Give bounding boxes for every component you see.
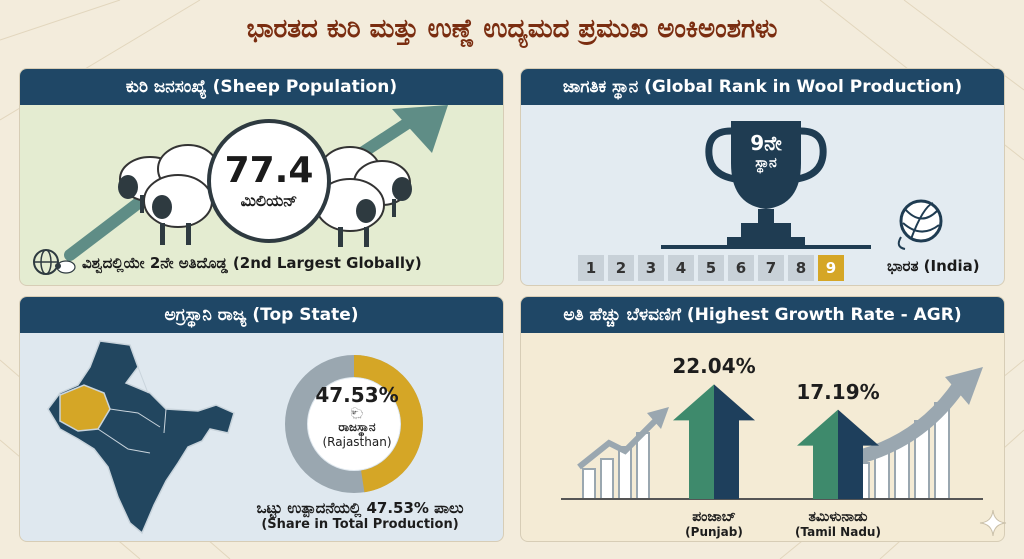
growth-chart xyxy=(561,367,983,500)
rank-box-4: 4 xyxy=(668,255,694,281)
sheep-flock-icon xyxy=(118,144,412,247)
podium-base xyxy=(661,245,871,249)
sheep-icon: 🐑 xyxy=(350,407,364,420)
sheep-population-panel: ಕುರಿ ಜನಸಂಖ್ಯೆ (Sheep Population) 77. xyxy=(19,68,504,286)
growth-bar-0 xyxy=(673,384,755,499)
rank-box-9: 9 xyxy=(818,255,844,281)
trophy-rank-word: ಸ್ಥಾನ xyxy=(755,155,777,171)
growth-bar-1 xyxy=(797,409,879,499)
growth-state-en-0: (Punjab) xyxy=(685,525,743,539)
donut-center: 47.53% 🐑 ರಾಜಸ್ಥಾನ (Rajasthan) xyxy=(309,383,405,449)
growth-state-en-1: (Tamil Nadu) xyxy=(795,525,881,539)
sheep-count-unit: ಮಿಲಿಯನ್ xyxy=(240,191,298,210)
india-map-icon xyxy=(47,340,235,535)
growth-rate-panel: ಅತಿ ಹೆಚ್ಚು ಬೆಳವಣಿಗೆ (Highest Growth Rate… xyxy=(520,296,1005,542)
growth-rate-header: ಅತಿ ಹೆಚ್ಚು ಬೆಳವಣಿಗೆ (Highest Growth Rate… xyxy=(521,297,1004,333)
growth-pct-label-0: 22.04% xyxy=(672,354,756,379)
share-donut-chart xyxy=(285,355,423,493)
share-caption-kn: ಒಟ್ಟು ಉತ್ಪಾದನೆಯಲ್ಲಿ 47.53% ಪಾಲು xyxy=(256,499,464,517)
rank-box-1: 1 xyxy=(578,255,604,281)
growth-state-label-0: ಪಂಜಾಬ್ (Punjab) xyxy=(654,509,774,539)
trophy-label: 9ನೇ ಸ್ಥಾನ xyxy=(734,131,798,171)
growth-arrow-icon xyxy=(849,379,967,466)
sheep-count-value: 77.4 xyxy=(224,150,314,191)
growth-state-label-1: ತಮಿಳುನಾಡು (Tamil Nadu) xyxy=(778,509,898,539)
top-state-panel: ಅಗ್ರಸ್ಥಾನಿ ರಾಜ್ಯ (Top State) 47.53% 🐑 ರಾ… xyxy=(19,296,504,542)
donut-state-en: (Rajasthan) xyxy=(322,435,392,449)
growth-state-kn-1: ತಮಿಳುನಾಡು xyxy=(808,509,868,525)
sheep-population-header: ಕುರಿ ಜನಸಂಖ್ಯೆ (Sheep Population) xyxy=(20,69,503,105)
trophy-rank: 9ನೇ xyxy=(750,131,782,155)
growth-state-kn-0: ಪಂಜಾಬ್ xyxy=(692,509,736,525)
donut-highlight-segment xyxy=(285,355,423,493)
rank-box-8: 8 xyxy=(788,255,814,281)
sparkle-icon xyxy=(979,509,1007,537)
rank-box-2: 2 xyxy=(608,255,634,281)
yarn-ball-icon xyxy=(897,199,943,250)
country-label: ಭಾರತ (India) xyxy=(887,257,980,275)
rank-box-6: 6 xyxy=(728,255,754,281)
globe-icon xyxy=(33,249,76,275)
growth-pct-label-1: 17.19% xyxy=(796,379,880,404)
share-caption-en: (Share in Total Production) xyxy=(261,517,459,532)
donut-percent: 47.53% xyxy=(315,383,399,407)
page-title: ಭಾರತದ ಕುರಿ ಮತ್ತು ಉಣ್ಣೆ ಉದ್ಯಮದ ಪ್ರಮುಖ ಅಂಕ… xyxy=(246,14,778,44)
global-rank-panel: ಜಾಗತಿಕ ಸ್ಥಾನ (Global Rank in Wool Produc… xyxy=(520,68,1005,286)
global-rank-header: ಜಾಗತಿಕ ಸ್ಥಾನ (Global Rank in Wool Produc… xyxy=(521,69,1004,105)
sheep-count-badge: 77.4 ಮಿಲಿಯನ್ xyxy=(207,119,331,243)
rank-box-3: 3 xyxy=(638,255,664,281)
share-caption: ಒಟ್ಟು ಉತ್ಪಾದನೆಯಲ್ಲಿ 47.53% ಪಾಲು (Share i… xyxy=(225,499,495,532)
donut-state-kn: ರಾಜಸ್ಥಾನ xyxy=(338,420,376,434)
rank-box-5: 5 xyxy=(698,255,724,281)
rising-bars-icon xyxy=(582,432,650,500)
sheep-global-caption: ವಿಶ್ವದಲ್ಲಿಯೇ 2ನೇ ಅತಿದೊಡ್ಡ (2nd Largest G… xyxy=(82,254,422,272)
top-state-header: ಅಗ್ರಸ್ಥಾನಿ ರಾಜ್ಯ (Top State) xyxy=(20,297,503,333)
rank-box-7: 7 xyxy=(758,255,784,281)
